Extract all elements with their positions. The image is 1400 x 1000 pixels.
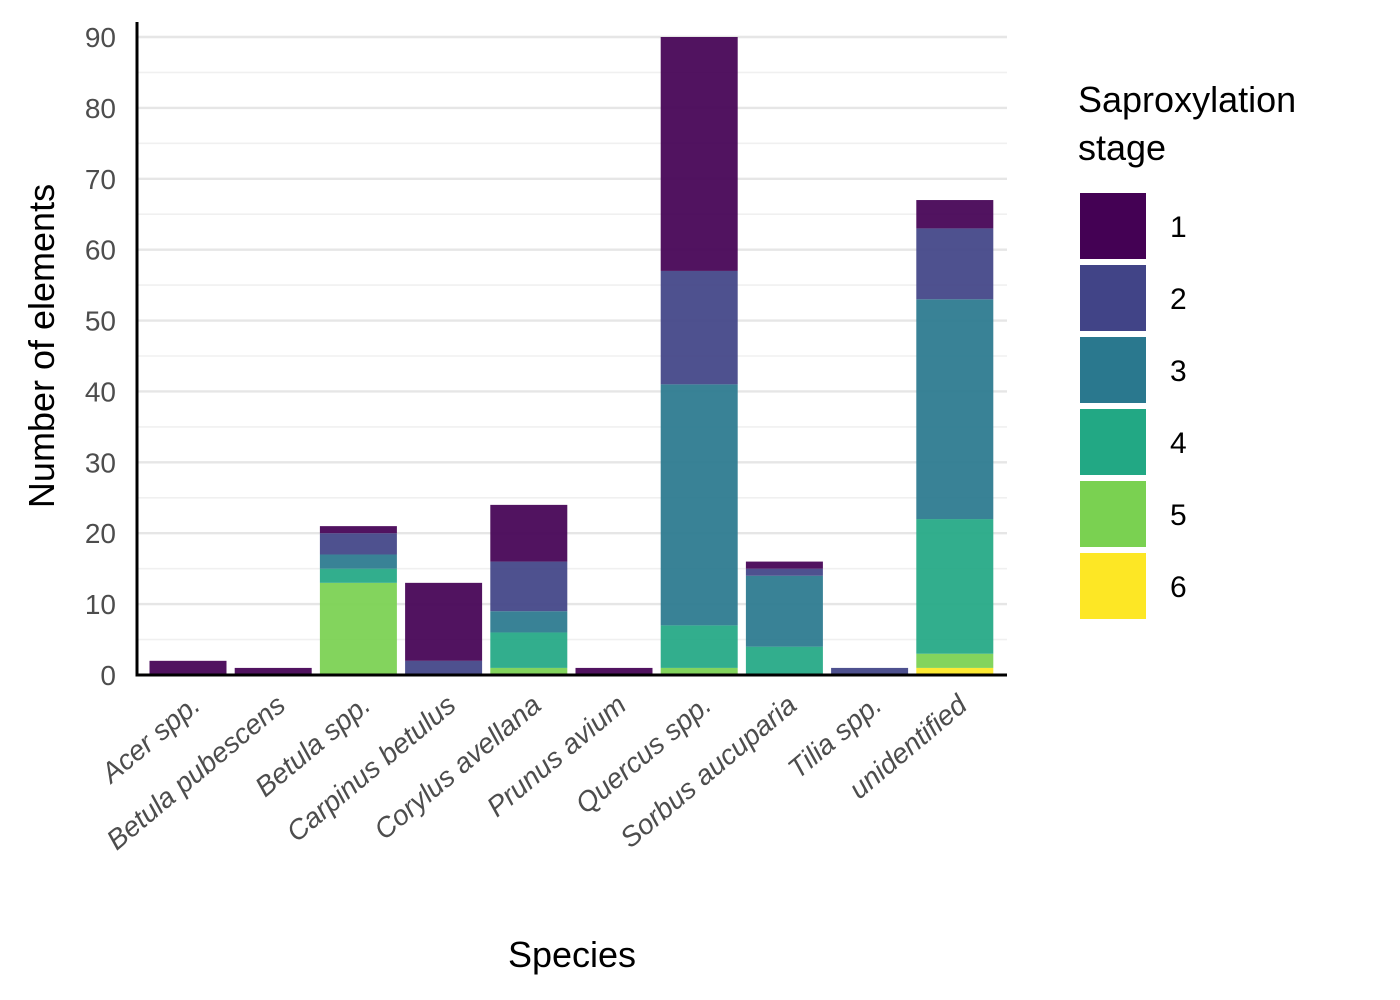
- y-tick-labels: 0 10 20 30 40 50 60 70 80 90: [85, 22, 116, 691]
- y-tick-label: 70: [85, 164, 116, 195]
- bar-segment-stage-2: [490, 561, 568, 612]
- legend-title-line-1: Saproxylation: [1078, 79, 1296, 120]
- bar-segment-stage-1: [405, 582, 483, 661]
- legend-label-stage-5: 5: [1170, 499, 1187, 532]
- y-tick-label: 90: [85, 22, 116, 53]
- bar-segment-stage-2: [916, 228, 994, 300]
- bar-segment-stage-2: [405, 660, 483, 675]
- legend-swatch-stage-4: [1080, 409, 1146, 475]
- bar-segment-stage-1: [916, 200, 994, 229]
- bar-segment-stage-1: [234, 667, 312, 675]
- bar-segment-stage-4: [490, 632, 568, 668]
- legend-swatch-stage-1: [1080, 193, 1146, 259]
- bar-segment-stage-5: [916, 653, 994, 668]
- bar-segment-stage-4: [319, 568, 397, 583]
- bar-segment-stage-2: [745, 568, 823, 576]
- legend-title-line-2: stage: [1078, 127, 1166, 168]
- legend-swatch-stage-6: [1080, 553, 1146, 619]
- bar-segment-stage-5: [660, 667, 738, 675]
- legend: Saproxylation stage 1 2 3 4 5 6: [1078, 79, 1296, 619]
- bar-segment-stage-3: [660, 384, 738, 626]
- y-tick-label: 60: [85, 235, 116, 266]
- y-tick-label: 80: [85, 93, 116, 124]
- bar-segment-stage-1: [490, 504, 568, 562]
- bar-segment-stage-2: [319, 533, 397, 555]
- bars: [149, 37, 994, 675]
- bar-segment-stage-3: [319, 554, 397, 569]
- legend-swatch-stage-3: [1080, 337, 1146, 403]
- legend-label-stage-3: 3: [1170, 355, 1187, 388]
- bar-segment-stage-1: [660, 37, 738, 271]
- legend-label-stage-2: 2: [1170, 283, 1187, 316]
- bar-segment-stage-5: [319, 582, 397, 675]
- y-axis-title: Number of elements: [21, 184, 62, 508]
- bar-segment-stage-2: [660, 270, 738, 385]
- y-tick-label: 20: [85, 518, 116, 549]
- x-axis-title: Species: [508, 934, 636, 975]
- legend-swatch-stage-2: [1080, 265, 1146, 331]
- bar-segment-stage-1: [319, 526, 397, 534]
- bar-segment-stage-3: [745, 575, 823, 647]
- bar-segment-stage-6: [916, 667, 994, 675]
- y-tick-label: 10: [85, 589, 116, 620]
- y-tick-label: 0: [100, 660, 116, 691]
- grid-lines: [137, 35, 1007, 677]
- bar-segment-stage-2: [831, 667, 909, 675]
- y-tick-label: 30: [85, 447, 116, 478]
- bar-segment-stage-3: [916, 299, 994, 520]
- bar-segment-stage-1: [575, 667, 653, 675]
- legend-label-stage-1: 1: [1170, 211, 1187, 244]
- axes: [135, 22, 1007, 677]
- bar-segment-stage-4: [660, 625, 738, 668]
- y-tick-label: 40: [85, 376, 116, 407]
- bar-segment-stage-4: [916, 519, 994, 654]
- legend-label-stage-6: 6: [1170, 571, 1187, 604]
- bar-segment-stage-4: [745, 646, 823, 675]
- bar-segment-stage-1: [745, 561, 823, 569]
- bar-segment-stage-3: [490, 611, 568, 633]
- y-tick-label: 50: [85, 306, 116, 337]
- legend-swatch-stage-5: [1080, 481, 1146, 547]
- bar-segment-stage-1: [149, 660, 227, 675]
- legend-label-stage-4: 4: [1170, 427, 1187, 460]
- bar-segment-stage-5: [490, 667, 568, 675]
